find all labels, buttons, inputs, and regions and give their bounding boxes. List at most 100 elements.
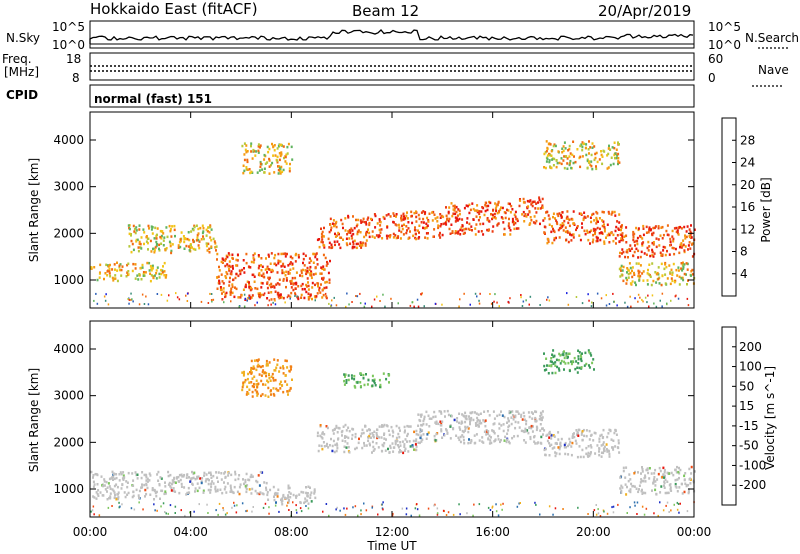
power-cell: [394, 234, 397, 237]
velocity-cell: [194, 490, 196, 493]
power-cell: [553, 237, 556, 240]
velocity-cell: [321, 447, 324, 451]
velocity-cell: [244, 478, 247, 482]
velocity-cell: [468, 438, 470, 441]
velocity-cell: [487, 438, 490, 441]
velocity-cell: [642, 479, 645, 483]
power-cell: [301, 288, 304, 291]
velocity-cell: [282, 367, 285, 370]
power-cell: [615, 242, 617, 245]
power-cell: [327, 271, 330, 275]
power-cell: [326, 262, 329, 265]
velocity-cell: [223, 472, 226, 475]
power-cell: [361, 220, 364, 223]
velocity-cell: [439, 420, 442, 423]
velocity-cell: [502, 502, 504, 505]
velocity-cell: [551, 447, 554, 450]
power-cell: [620, 228, 622, 232]
velocity-cell: [250, 372, 253, 375]
power-cell: [507, 222, 510, 225]
power-cell: [274, 253, 277, 257]
power-cell: [363, 235, 366, 239]
power-cell: [516, 219, 519, 223]
velocity-cell: [288, 509, 290, 511]
power-cell: [192, 240, 195, 244]
velocity-cell: [287, 494, 290, 497]
velocity-cell: [404, 429, 406, 432]
velocity-cell: [233, 485, 236, 489]
velocity-cell: [491, 429, 494, 432]
power-cell: [345, 237, 348, 240]
velocity-cell: [534, 419, 537, 423]
power-cell: [239, 272, 242, 276]
power-cell: [292, 282, 295, 285]
power-cell: [355, 246, 358, 250]
nave-tick-bottom: 0: [708, 71, 716, 85]
power-cell: [150, 274, 153, 277]
power-cell: [423, 305, 425, 308]
velocity-cell: [322, 510, 324, 513]
power-cell: [279, 143, 282, 147]
nsearch-label: N.Search: [745, 31, 799, 45]
power-panel-frame: [89, 111, 695, 309]
power-cell: [304, 254, 307, 257]
velocity-cell: [326, 442, 328, 446]
power-cell: [114, 277, 117, 280]
power-cell: [227, 265, 230, 268]
power-cell: [335, 304, 338, 307]
power-cell: [642, 241, 645, 244]
velocity-cell: [373, 448, 376, 451]
velocity-cell: [288, 491, 291, 494]
power-cell: [634, 244, 636, 247]
velocity-cell: [512, 418, 515, 421]
power-cell: [151, 264, 154, 268]
velocity-cell: [138, 496, 140, 500]
power-cell: [633, 240, 636, 244]
power-cell: [395, 213, 398, 216]
velocity-cell: [500, 438, 502, 442]
velocity-cell: [267, 386, 270, 390]
velocity-cell: [344, 435, 346, 438]
power-cell: [568, 147, 571, 151]
velocity-cell: [104, 488, 107, 491]
power-cell: [538, 198, 541, 202]
power-cell: [413, 211, 416, 215]
velocity-cell: [427, 507, 430, 510]
power-cell: [476, 204, 479, 207]
power-cell: [136, 238, 139, 242]
x-axis-label: Time UT: [366, 539, 417, 553]
power-cell: [681, 264, 684, 267]
velocity-cell: [327, 446, 330, 449]
power-cell: [671, 273, 674, 276]
power-cell: [392, 220, 395, 224]
velocity-cell: [637, 490, 640, 494]
velocity-cell: [183, 486, 186, 489]
power-cell: [593, 219, 596, 222]
velocity-cell: [144, 495, 146, 498]
velocity-cell: [421, 438, 424, 441]
velocity-cell: [277, 389, 280, 392]
power-cell: [555, 236, 557, 240]
velocity-cell: [550, 443, 553, 447]
power-cell: [478, 302, 481, 305]
velocity-cell: [396, 439, 399, 443]
power-cell: [260, 281, 263, 285]
velocity-cell: [497, 438, 500, 441]
velocity-cell: [474, 422, 477, 425]
velocity-cell: [568, 437, 571, 441]
velocity-cell: [576, 455, 579, 459]
power-cell: [673, 252, 676, 256]
power-cell: [548, 160, 551, 164]
velocity-cell: [425, 410, 428, 414]
velocity-cell: [554, 364, 557, 367]
velocity-cell: [286, 383, 289, 386]
power-cell: [277, 165, 279, 168]
power-cell: [374, 214, 377, 218]
velocity-cell: [503, 415, 506, 419]
power-cell: [439, 213, 442, 216]
power-cell: [618, 143, 620, 146]
velocity-cell: [654, 468, 657, 472]
velocity-cell: [638, 488, 640, 491]
velocity-cell: [249, 371, 251, 374]
power-cell: [252, 257, 255, 260]
